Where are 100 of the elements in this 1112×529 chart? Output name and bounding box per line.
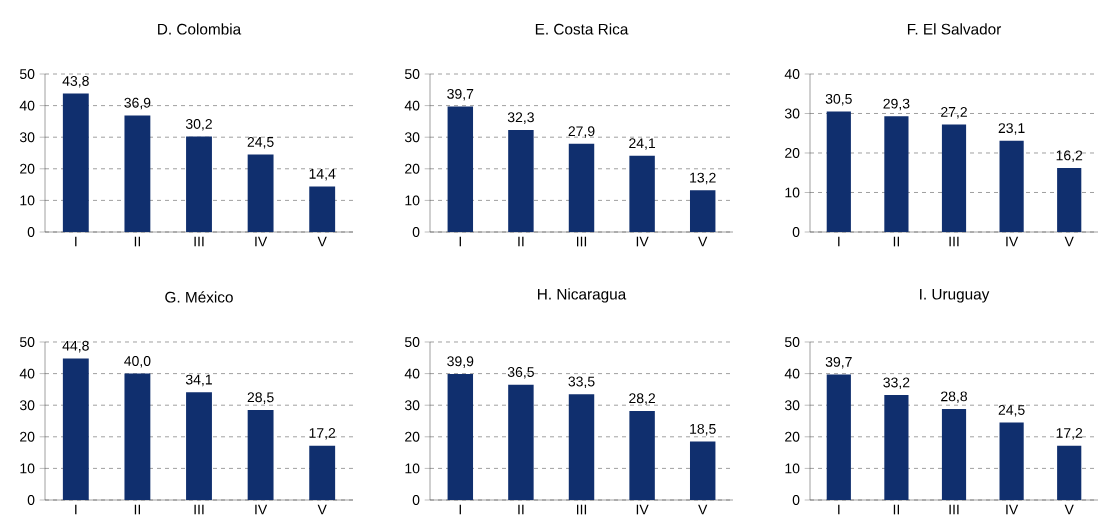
y-tick-label: 30 (19, 132, 35, 143)
data-label: 33,2 (883, 377, 910, 390)
bar (186, 392, 212, 500)
y-tick-label: 20 (405, 431, 420, 442)
y-tick-label: 10 (405, 463, 420, 474)
y-tick-label: 50 (19, 337, 35, 347)
y-tick-label: 50 (404, 69, 420, 79)
x-tick-label: V (317, 504, 327, 515)
data-label: 43,8 (62, 75, 89, 88)
bar (309, 186, 336, 232)
data-label: 24,1 (629, 138, 656, 150)
chart-title: F. El Salvador (907, 23, 1002, 35)
x-tick-label: V (698, 504, 708, 515)
y-tick-label: 50 (19, 69, 35, 79)
x-tick-label: I (838, 236, 840, 247)
chart-title: D. Colombia (158, 23, 242, 35)
y-tick-label: 0 (792, 495, 800, 505)
data-label: 44,8 (62, 340, 89, 353)
chart-title: G. México (165, 291, 233, 303)
data-label: 28,2 (629, 393, 656, 405)
bar (309, 445, 336, 500)
bar (941, 124, 967, 232)
y-tick-label: 0 (412, 227, 420, 237)
data-label: 29,3 (883, 98, 910, 111)
y-tick-label: 10 (785, 463, 800, 474)
bar (941, 408, 967, 500)
data-label: 18,5 (690, 423, 716, 436)
x-tick-label: V (1064, 236, 1074, 247)
data-label: 30,2 (185, 118, 212, 131)
bar (186, 136, 212, 232)
data-label: 39,9 (447, 356, 474, 368)
x-tick-label: III (576, 236, 587, 247)
data-label: 32,3 (507, 112, 534, 124)
data-label: 24,5 (998, 404, 1025, 417)
bar (62, 358, 89, 500)
bar (447, 106, 474, 232)
bar (568, 143, 595, 232)
x-tick-label: III (194, 236, 204, 247)
y-tick-label: 0 (27, 495, 35, 505)
bar (689, 190, 716, 232)
data-label: 36,9 (124, 97, 151, 110)
data-label: 28,8 (941, 391, 968, 403)
bar (999, 140, 1024, 232)
chart-title: I. Uruguay (920, 288, 990, 303)
y-tick-label: 20 (405, 163, 420, 174)
x-tick-label: II (134, 236, 140, 247)
bar (689, 441, 716, 500)
y-tick-label: 40 (404, 100, 420, 111)
x-tick-label: II (893, 504, 900, 515)
bar (62, 93, 89, 232)
data-label: 36,5 (507, 367, 534, 379)
bar (826, 111, 851, 232)
data-label: 24,5 (247, 136, 274, 149)
y-tick-label: 40 (404, 368, 420, 379)
data-label: 33,5 (568, 376, 595, 389)
bar (247, 154, 274, 232)
bar (447, 373, 474, 500)
bar (629, 410, 655, 500)
x-tick-label: V (698, 236, 708, 247)
y-tick-label: 40 (19, 368, 35, 379)
y-tick-label: 0 (412, 495, 420, 505)
y-tick-label: 30 (404, 132, 420, 143)
bar (884, 116, 909, 232)
y-tick-label: 50 (404, 337, 420, 347)
bar (508, 384, 534, 500)
bar (629, 155, 655, 232)
x-tick-label: IV (255, 236, 268, 247)
bar (568, 394, 595, 500)
x-tick-label: I (838, 504, 840, 515)
y-tick-label: 10 (405, 195, 420, 206)
chart-title: H. Nicaragua (538, 288, 627, 303)
data-label: 23,1 (998, 123, 1025, 135)
x-tick-label: I (459, 236, 461, 247)
data-label: 16,2 (1056, 150, 1083, 162)
data-label: 34,1 (185, 374, 212, 387)
bar (124, 373, 151, 500)
y-tick-label: 40 (784, 368, 800, 379)
data-label: 39,7 (447, 88, 474, 101)
x-tick-label: IV (1006, 504, 1019, 515)
y-tick-label: 20 (20, 163, 35, 174)
x-tick-label: II (134, 504, 140, 515)
x-tick-label: II (893, 236, 900, 247)
x-tick-label: I (75, 504, 77, 515)
bar (826, 374, 851, 500)
bar (999, 422, 1024, 500)
bar (124, 115, 151, 232)
x-tick-label: I (459, 504, 461, 515)
y-tick-label: 50 (784, 337, 800, 347)
x-tick-label: V (317, 236, 327, 247)
x-tick-label: III (576, 504, 587, 515)
data-label: 17,2 (309, 428, 336, 440)
chart-title: E. Costa Rica (535, 23, 629, 35)
y-tick-label: 20 (785, 431, 800, 442)
x-tick-label: IV (255, 504, 268, 515)
y-tick-label: 40 (19, 100, 35, 111)
y-tick-label: 20 (785, 148, 800, 158)
y-tick-label: 30 (404, 400, 420, 411)
x-tick-label: V (1064, 504, 1074, 515)
x-tick-label: III (949, 236, 959, 247)
data-label: 40,0 (124, 356, 151, 368)
